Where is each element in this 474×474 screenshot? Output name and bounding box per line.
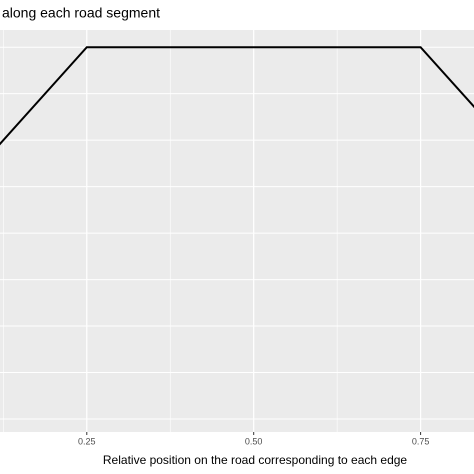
x-tick-label: 0.50 [245, 436, 263, 446]
panel [0, 30, 474, 432]
x-tick-label: 0.75 [412, 436, 430, 446]
x-tick-label: 0.25 [78, 436, 96, 446]
x-axis-label: Relative position on the road correspond… [103, 453, 408, 467]
data-line [0, 46, 474, 146]
chart-title: along each road segment [2, 5, 160, 21]
